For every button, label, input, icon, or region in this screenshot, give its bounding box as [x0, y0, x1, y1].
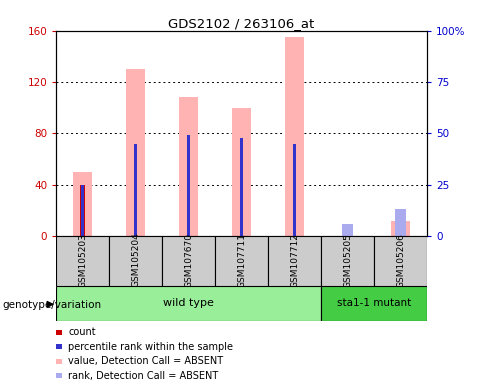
Bar: [391, 221, 410, 236]
Text: genotype/variation: genotype/variation: [2, 300, 102, 310]
Bar: [73, 172, 92, 236]
Bar: [215, 236, 268, 286]
Bar: [179, 98, 198, 236]
Text: wild type: wild type: [163, 298, 214, 308]
Bar: [81, 185, 84, 236]
Text: percentile rank within the sample: percentile rank within the sample: [68, 342, 233, 352]
Bar: [240, 137, 243, 236]
Bar: [187, 136, 190, 236]
Text: GSM105203: GSM105203: [78, 233, 87, 288]
Text: GSM105204: GSM105204: [131, 233, 140, 288]
Text: count: count: [68, 327, 96, 337]
Text: GSM107712: GSM107712: [290, 233, 299, 288]
Text: sta1-1 mutant: sta1-1 mutant: [337, 298, 411, 308]
Bar: [56, 286, 321, 321]
Bar: [342, 224, 353, 236]
Bar: [134, 144, 137, 236]
Text: GSM105205: GSM105205: [343, 233, 352, 288]
Bar: [395, 209, 406, 236]
Text: GSM107711: GSM107711: [237, 233, 246, 288]
Bar: [81, 185, 85, 236]
Text: rank, Detection Call = ABSENT: rank, Detection Call = ABSENT: [68, 371, 219, 381]
Bar: [293, 144, 296, 236]
Bar: [374, 236, 427, 286]
Bar: [285, 37, 304, 236]
Bar: [162, 236, 215, 286]
Bar: [126, 69, 145, 236]
Text: GSM105206: GSM105206: [396, 233, 405, 288]
Title: GDS2102 / 263106_at: GDS2102 / 263106_at: [168, 17, 315, 30]
Bar: [268, 236, 321, 286]
Bar: [56, 236, 109, 286]
Bar: [321, 236, 374, 286]
Text: GSM107670: GSM107670: [184, 233, 193, 288]
Text: value, Detection Call = ABSENT: value, Detection Call = ABSENT: [68, 356, 224, 366]
Bar: [109, 236, 162, 286]
Bar: [321, 286, 427, 321]
Bar: [232, 108, 251, 236]
